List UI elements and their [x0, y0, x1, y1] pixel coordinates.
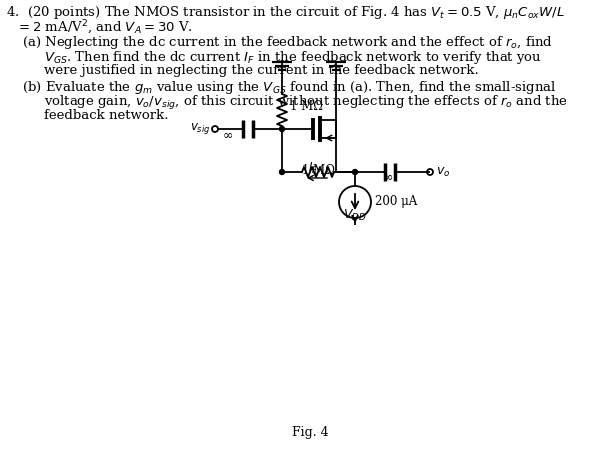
Text: (a) Neglecting the dc current in the feedback network and the effect of $r_o$, f: (a) Neglecting the dc current in the fee…	[22, 34, 553, 51]
Text: $I_F$: $I_F$	[308, 161, 318, 176]
Circle shape	[280, 170, 284, 175]
Text: (b) Evaluate the $g_m$ value using the $V_{GS}$ found in (a). Then, find the sma: (b) Evaluate the $g_m$ value using the $…	[22, 79, 557, 96]
Text: feedback network.: feedback network.	[44, 109, 169, 122]
Circle shape	[352, 170, 358, 175]
Text: $v_o$: $v_o$	[436, 165, 451, 179]
Text: $V_{DD}$: $V_{DD}$	[343, 208, 367, 223]
Text: 4.  (20 points) The NMOS transistor in the circuit of Fig. 4 has $V_t = 0.5$ V, : 4. (20 points) The NMOS transistor in th…	[6, 4, 565, 21]
Text: 1 MΩ: 1 MΩ	[302, 164, 334, 177]
Text: ∞: ∞	[223, 128, 233, 141]
Text: $= 2$ mA/V$^2$, and $V_A = 30$ V.: $= 2$ mA/V$^2$, and $V_A = 30$ V.	[16, 19, 193, 37]
Text: $v_{sig}$: $v_{sig}$	[190, 122, 210, 137]
Text: voltage gain, $v_o/v_{sig}$, of this circuit without neglecting the effects of $: voltage gain, $v_o/v_{sig}$, of this cir…	[44, 94, 568, 112]
Text: Fig. 4: Fig. 4	[291, 426, 328, 439]
Text: ∞: ∞	[383, 170, 393, 183]
Text: 1 MΩ: 1 MΩ	[290, 100, 323, 112]
Text: $V_{GS}$. Then find the dc current $I_F$ in the feedback network to verify that : $V_{GS}$. Then find the dc current $I_F$…	[44, 49, 542, 66]
Text: were justified in neglecting the current in the feedback network.: were justified in neglecting the current…	[44, 64, 479, 77]
Text: 200 μA: 200 μA	[375, 196, 417, 208]
Circle shape	[280, 127, 284, 132]
